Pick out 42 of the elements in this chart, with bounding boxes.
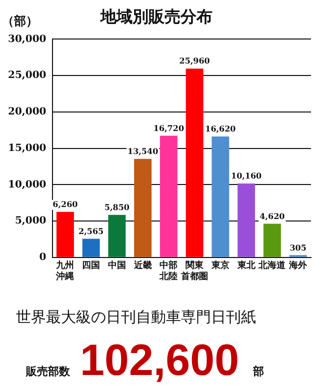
y-tick-label: 15,000 xyxy=(8,142,46,154)
chart-title: 地域別販売分布 xyxy=(100,6,212,26)
bar xyxy=(212,136,230,257)
data-label: 4,620 xyxy=(260,210,286,221)
y-tick-label: 20,000 xyxy=(8,106,46,118)
x-tick-label: 近畿 xyxy=(132,260,152,272)
y-tick-label: 5,000 xyxy=(14,216,46,227)
text: 世界最大級の日刊自動車専門日刊紙 xyxy=(16,308,256,327)
bar xyxy=(263,224,281,257)
x-tick-label: 九州沖縄 xyxy=(55,260,74,282)
text: 販売部数 xyxy=(26,364,70,379)
y-tick-label: 10,000 xyxy=(8,179,46,190)
text: 102,600 xyxy=(80,336,240,386)
data-label: 6,260 xyxy=(52,198,78,209)
data-label: 16,620 xyxy=(205,124,236,134)
bar xyxy=(238,184,256,257)
x-tick-label: 東北 xyxy=(236,260,256,272)
data-label: 10,160 xyxy=(231,170,262,181)
bar xyxy=(108,214,126,257)
data-label: 5,850 xyxy=(104,202,130,212)
bar xyxy=(134,158,152,257)
text: 部 xyxy=(253,364,264,379)
x-tick-label: 海外 xyxy=(288,260,308,272)
bar xyxy=(160,136,178,257)
x-tick-label: 中部北陸 xyxy=(158,260,178,282)
bar xyxy=(56,212,74,257)
y-tick-label: 30,000 xyxy=(8,34,46,45)
y-tick-label: 25,000 xyxy=(8,70,46,82)
bar xyxy=(82,238,100,257)
x-tick-label: 北海道 xyxy=(258,260,287,272)
x-tick-label: 関東首都圏 xyxy=(180,260,208,282)
data-label: 16,720 xyxy=(153,122,184,133)
data-label: 305 xyxy=(290,242,306,252)
y-axis-title: （部） xyxy=(2,14,38,28)
data-label: 2,565 xyxy=(78,226,104,236)
x-tick-label: 四国 xyxy=(82,260,100,272)
bar xyxy=(186,68,204,257)
data-label: 25,960 xyxy=(179,56,210,66)
data-label: 13,540 xyxy=(128,146,159,156)
x-tick-label: 東京 xyxy=(210,260,230,272)
y-tick-label: 0 xyxy=(39,252,46,263)
x-tick-label: 中国 xyxy=(108,260,126,272)
